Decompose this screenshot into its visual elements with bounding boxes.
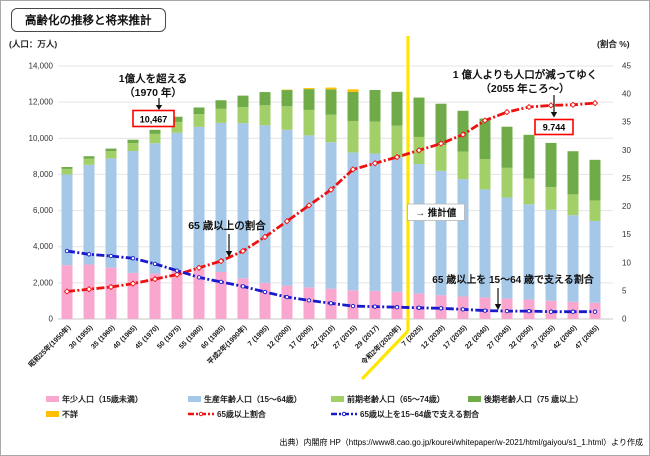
- svg-text:0: 0: [49, 315, 54, 324]
- combo-chart: 0 2,000 4,000 6,000 8,000 10,000 12,000 14,000 0…: [26, 36, 632, 381]
- legend-item-unknown: 不詳: [46, 409, 78, 419]
- peak-value: 10,467: [140, 115, 168, 125]
- svg-text:25: 25: [622, 174, 631, 183]
- svg-text:平成2年(1990年): 平成2年(1990年): [205, 323, 248, 366]
- legend-item-late-elderly: 後期老齢人口（75 歳以上）: [468, 394, 583, 404]
- support-arrow-head: [494, 304, 502, 310]
- legend-label: 不詳: [62, 409, 78, 419]
- decline-annotation-line2: （2055 年ころ～）: [480, 82, 569, 95]
- legend-label: 前期老齢人口（65～74歳）: [347, 394, 445, 404]
- decline-arrow-head: [550, 112, 558, 118]
- svg-text:40: 40: [622, 90, 631, 99]
- legend-label: 生産年齢人口（15～64歳）: [204, 394, 302, 404]
- legend-label: 65歳以上を15~64歳で支える割合: [360, 409, 480, 419]
- x-axis-category-labels: 昭和25年(1950年)30 (1955)35 (1960)40 (1965)4…: [26, 323, 600, 369]
- right-axis-unit-label: (割合 %): [597, 39, 630, 49]
- source-citation: 出典）内閣府 HP（https://www8.cao.go.jp/kourei/…: [279, 438, 643, 447]
- svg-text:45: 45: [622, 62, 631, 71]
- legend-label: 65歳以上割合: [217, 409, 266, 419]
- ratio-lines: [63, 99, 599, 314]
- svg-text:20: 20: [622, 202, 631, 211]
- peak-annotation-line1: 1億人を超える: [119, 72, 188, 85]
- svg-text:30: 30: [622, 146, 631, 155]
- rate65-arrow-head: [225, 251, 233, 257]
- decline-annotation-line1: 1 億人よりも人口が減ってゆく: [453, 68, 598, 81]
- svg-text:15: 15: [622, 230, 631, 239]
- peak-value-box: [132, 109, 175, 128]
- support-annotation: 65 歳以上を 15～64 歳で支える割合: [432, 273, 594, 286]
- projection-label: → 推計値: [416, 207, 457, 219]
- legend-item-early-elderly: 前期老齢人口（65～74歳）: [331, 394, 445, 404]
- svg-text:2,000: 2,000: [33, 278, 54, 287]
- axis-tick-labels: 0 2,000 4,000 6,000 8,000 10,000 12,000 14,000 0…: [29, 62, 632, 324]
- peak-annotation-line2: （1970 年）: [124, 86, 182, 99]
- support-line-swatch: [331, 410, 357, 418]
- young-population-swatch: [46, 396, 59, 402]
- working-population-swatch: [188, 396, 201, 402]
- decline-value: 9.744: [543, 123, 566, 133]
- late-elderly-swatch: [468, 396, 481, 402]
- rate65-annotation: 65 歳以上の割合: [188, 219, 266, 232]
- svg-text:0: 0: [622, 315, 627, 324]
- figure-title: 高齢化の推移と将来推計: [11, 8, 166, 32]
- projection-label-box: [407, 203, 465, 221]
- svg-text:12,000: 12,000: [29, 98, 54, 107]
- legend-item-support: 65歳以上を15~64歳で支える割合: [331, 409, 479, 419]
- early-elderly-swatch: [331, 396, 344, 402]
- svg-text:10,000: 10,000: [29, 134, 54, 143]
- legend-item-rate65: 65歳以上割合: [188, 409, 266, 419]
- svg-text:14,000: 14,000: [29, 62, 54, 71]
- legend-label: 年少人口（15歳未満）: [62, 394, 143, 404]
- unknown-swatch: [46, 411, 59, 417]
- svg-text:8,000: 8,000: [33, 170, 54, 179]
- svg-text:10: 10: [622, 258, 631, 267]
- decline-value-box: [534, 118, 574, 136]
- peak-arrow-head: [155, 105, 163, 110]
- legend-item-working: 生産年齢人口（15～64歳）: [188, 394, 302, 404]
- svg-text:4,000: 4,000: [33, 242, 54, 251]
- legend-item-young: 年少人口（15歳未満）: [46, 394, 143, 404]
- svg-text:昭和25年(1950年): 昭和25年(1950年): [26, 323, 72, 369]
- svg-text:35: 35: [622, 118, 631, 127]
- projection-divider-line: [360, 36, 410, 381]
- rate65-line-swatch: [188, 410, 214, 418]
- left-axis-unit-label: (人口：万人): [9, 39, 58, 49]
- svg-text:5: 5: [622, 286, 627, 295]
- legend-label: 後期老齢人口（75 歳以上）: [484, 394, 584, 404]
- svg-text:6,000: 6,000: [33, 206, 54, 215]
- svg-text:47 (2065): 47 (2065): [574, 324, 600, 350]
